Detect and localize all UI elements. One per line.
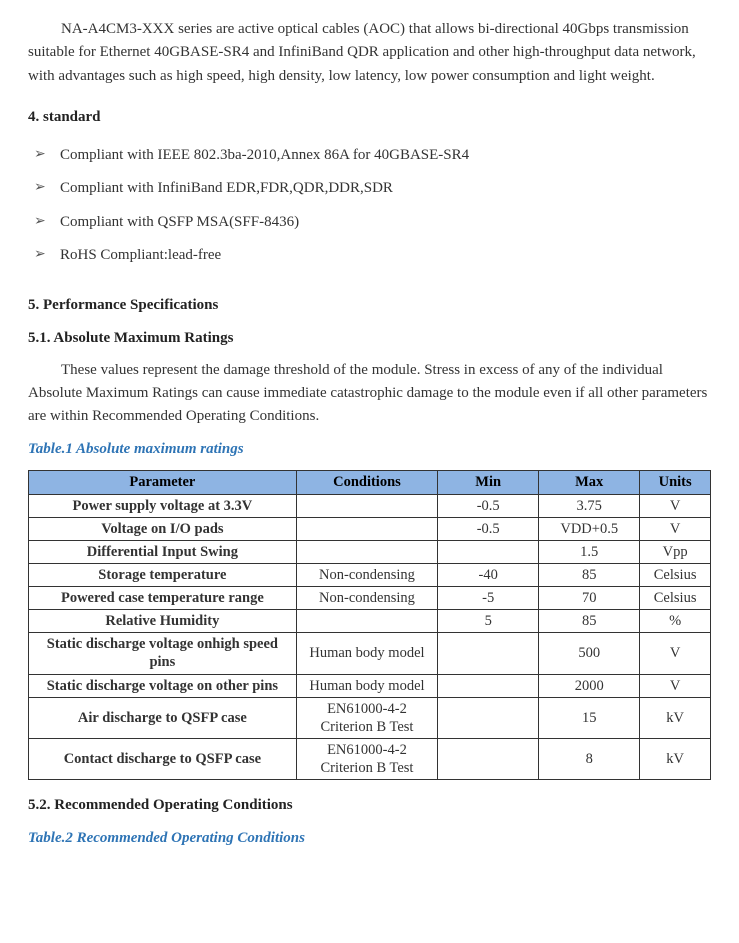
bullet-icon: ➢ <box>34 144 46 166</box>
section-5-1-heading: 5.1. Absolute Maximum Ratings <box>28 327 711 350</box>
units-cell: % <box>640 610 711 633</box>
table-absolute-max-ratings: ParameterConditionsMinMaxUnits Power sup… <box>28 470 711 781</box>
standard-item: ➢ RoHS Compliant:lead-free <box>32 239 711 272</box>
param-cell: Relative Humidity <box>29 610 297 633</box>
conditions-cell <box>296 517 437 540</box>
table-row: Relative Humidity 585% <box>29 610 711 633</box>
param-cell: Contact discharge to QSFP case <box>29 738 297 779</box>
standard-item: ➢ Compliant with InfiniBand EDR,FDR,QDR,D… <box>32 172 711 205</box>
table-row: Powered case temperature rangeNon-conden… <box>29 587 711 610</box>
param-cell: Static discharge voltage onhigh speed pi… <box>29 633 297 674</box>
conditions-cell: EN61000-4-2 Criterion B Test <box>296 738 437 779</box>
table-header-row: ParameterConditionsMinMaxUnits <box>29 470 711 494</box>
intro-paragraph: NA-A4CM3-XXX series are active optical c… <box>28 18 711 88</box>
min-cell: -5 <box>438 587 539 610</box>
max-cell: 85 <box>539 610 640 633</box>
standard-item: ➢ Compliant with IEEE 802.3ba-2010,Annex … <box>32 139 711 172</box>
section-4-heading: 4. standard <box>28 106 711 129</box>
table-2-caption: Table.2 Recommended Operating Conditions <box>28 827 711 850</box>
max-cell: 500 <box>539 633 640 674</box>
table-header-cell: Min <box>438 470 539 494</box>
table-header-cell: Conditions <box>296 470 437 494</box>
conditions-cell <box>296 540 437 563</box>
standard-item-text: Compliant with QSFP MSA(SFF-8436) <box>60 214 299 230</box>
param-cell: Storage temperature <box>29 563 297 586</box>
table-header-cell: Units <box>640 470 711 494</box>
standard-item-text: Compliant with IEEE 802.3ba-2010,Annex 8… <box>60 147 469 163</box>
max-cell: VDD+0.5 <box>539 517 640 540</box>
max-cell: 70 <box>539 587 640 610</box>
min-cell: -0.5 <box>438 517 539 540</box>
min-cell <box>438 540 539 563</box>
conditions-cell <box>296 494 437 517</box>
units-cell: V <box>640 517 711 540</box>
bullet-icon: ➢ <box>34 177 46 199</box>
standard-item: ➢ Compliant with QSFP MSA(SFF-8436) <box>32 206 711 239</box>
standard-item-text: Compliant with InfiniBand EDR,FDR,QDR,DD… <box>60 180 393 196</box>
units-cell: V <box>640 674 711 697</box>
conditions-cell: Human body model <box>296 633 437 674</box>
param-cell: Voltage on I/O pads <box>29 517 297 540</box>
max-cell: 1.5 <box>539 540 640 563</box>
conditions-cell: Human body model <box>296 674 437 697</box>
param-cell: Differential Input Swing <box>29 540 297 563</box>
units-cell: Celsius <box>640 563 711 586</box>
conditions-cell: EN61000-4-2 Criterion B Test <box>296 697 437 738</box>
table-row: Voltage on I/O pads -0.5VDD+0.5V <box>29 517 711 540</box>
table-row: Air discharge to QSFP caseEN61000-4-2 Cr… <box>29 697 711 738</box>
max-cell: 15 <box>539 697 640 738</box>
max-cell: 85 <box>539 563 640 586</box>
units-cell: Celsius <box>640 587 711 610</box>
units-cell: V <box>640 494 711 517</box>
table-header-cell: Parameter <box>29 470 297 494</box>
param-cell: Power supply voltage at 3.3V <box>29 494 297 517</box>
table-row: Contact discharge to QSFP caseEN61000-4-… <box>29 738 711 779</box>
param-cell: Powered case temperature range <box>29 587 297 610</box>
min-cell: 5 <box>438 610 539 633</box>
standard-list: ➢ Compliant with IEEE 802.3ba-2010,Annex … <box>28 139 711 272</box>
units-cell: kV <box>640 738 711 779</box>
min-cell <box>438 633 539 674</box>
table-row: Storage temperatureNon-condensing-4085Ce… <box>29 563 711 586</box>
table-row: Static discharge voltage onhigh speed pi… <box>29 633 711 674</box>
units-cell: Vpp <box>640 540 711 563</box>
bullet-icon: ➢ <box>34 244 46 266</box>
param-cell: Air discharge to QSFP case <box>29 697 297 738</box>
table-1-caption: Table.1 Absolute maximum ratings <box>28 438 711 461</box>
min-cell <box>438 738 539 779</box>
conditions-cell: Non-condensing <box>296 587 437 610</box>
min-cell <box>438 697 539 738</box>
min-cell: -40 <box>438 563 539 586</box>
table-row: Power supply voltage at 3.3V -0.53.75V <box>29 494 711 517</box>
min-cell: -0.5 <box>438 494 539 517</box>
section-5-2-heading: 5.2. Recommended Operating Conditions <box>28 794 711 817</box>
section-5-1-paragraph: These values represent the damage thresh… <box>28 359 711 429</box>
table-header-cell: Max <box>539 470 640 494</box>
units-cell: kV <box>640 697 711 738</box>
param-cell: Static discharge voltage on other pins <box>29 674 297 697</box>
conditions-cell <box>296 610 437 633</box>
max-cell: 2000 <box>539 674 640 697</box>
standard-item-text: RoHS Compliant:lead-free <box>60 247 221 263</box>
table-row: Differential Input Swing 1.5Vpp <box>29 540 711 563</box>
table-row: Static discharge voltage on other pinsHu… <box>29 674 711 697</box>
conditions-cell: Non-condensing <box>296 563 437 586</box>
min-cell <box>438 674 539 697</box>
max-cell: 8 <box>539 738 640 779</box>
units-cell: V <box>640 633 711 674</box>
max-cell: 3.75 <box>539 494 640 517</box>
section-5-heading: 5. Performance Specifications <box>28 294 711 317</box>
bullet-icon: ➢ <box>34 211 46 233</box>
